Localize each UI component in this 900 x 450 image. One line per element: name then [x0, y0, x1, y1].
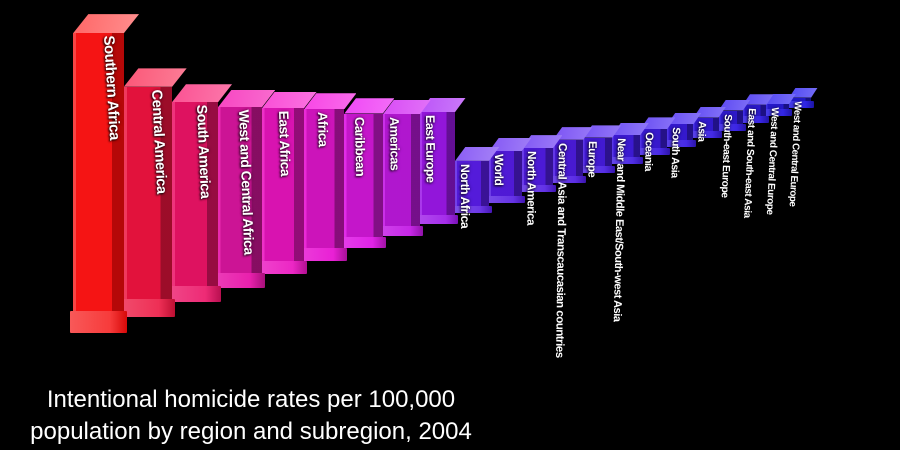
- bar-top-face: [262, 91, 317, 109]
- bar-base: [416, 214, 459, 225]
- bar-18-south-east-europe: South-east Europe: [715, 98, 756, 197]
- bar-1-central-america: Central America: [120, 66, 192, 326]
- bar-2-south-america: South America: [168, 82, 237, 311]
- bar-21-west-and-central-europe: West and Central Europe: [785, 86, 823, 206]
- bar-15-oceania: Oceania: [636, 115, 680, 171]
- bar-front-face: [455, 160, 490, 211]
- bar-13-europe: Europe: [579, 123, 626, 182]
- bar-top-face: [553, 127, 593, 140]
- bar-top-face: [640, 117, 676, 129]
- bar-11-north-america: North America: [518, 133, 568, 225]
- bar-base: [637, 148, 671, 156]
- chart-title: Intentional homicide rates per 100,000 p…: [6, 384, 496, 447]
- bar-top-face: [742, 94, 773, 105]
- bar-top-face: [218, 89, 276, 107]
- bar-base: [120, 299, 176, 318]
- bar-front-face: [521, 148, 554, 190]
- bar-base: [341, 236, 386, 249]
- bar-4-east-africa: East Africa: [258, 90, 322, 283]
- bar-base: [259, 260, 308, 274]
- bar-base: [169, 286, 222, 303]
- bar-5-africa: Africa: [300, 91, 361, 269]
- bar-front-face: [693, 117, 719, 136]
- bar-0-southern-africa: Southern Africa: [69, 12, 144, 342]
- bar-base: [486, 195, 525, 203]
- bar-top-face: [73, 14, 139, 34]
- bar-base: [379, 225, 423, 236]
- bar-front-face: [667, 124, 694, 144]
- bar-front-face: [718, 110, 743, 128]
- bar-8-east-europe: East Europe: [416, 96, 471, 234]
- bar-top-face: [455, 147, 500, 161]
- bar-top-face: [172, 84, 232, 102]
- bar-top-face: [667, 112, 702, 125]
- bar-base: [763, 108, 793, 116]
- bar-base: [580, 166, 616, 174]
- bar-top-face: [766, 93, 796, 105]
- bar-base: [715, 123, 746, 131]
- bar-12-central-asia-and-transcaucasian-countries: Central Asia and Transcaucasian countrie…: [549, 125, 597, 357]
- bar-19-east-and-south-east-asia: East and South-east Asia: [739, 92, 779, 218]
- bar-base: [452, 206, 493, 214]
- bar-top-face: [304, 93, 357, 109]
- bar-base: [609, 156, 644, 164]
- bar-3-west-and-central-africa: West and Central Africa: [214, 88, 280, 297]
- bar-front-face: [640, 128, 668, 153]
- bar-14-near-and-middle-east-south-west-asia: Near and Middle East/South-west Asia: [608, 121, 653, 322]
- bar-base: [786, 101, 815, 109]
- bar-17-asia: Asia: [689, 105, 731, 148]
- bar-front-face: [218, 106, 263, 285]
- bar-top-face: [612, 123, 649, 135]
- chart-title-line-1: Intentional homicide rates per 100,000: [46, 386, 456, 413]
- bar-front-face: [344, 113, 383, 246]
- bar-top-face: [123, 68, 187, 87]
- bar-top-face: [718, 99, 750, 111]
- bar-front-face: [262, 108, 305, 271]
- bar-front-face: [612, 134, 641, 161]
- bar-base: [550, 175, 587, 183]
- bar-6-caribbean: Caribbean: [340, 96, 399, 257]
- bar-20-west-and-central-europe: West and Central Europe: [762, 92, 801, 215]
- bar-base: [739, 115, 770, 123]
- bar-front-face: [73, 33, 124, 331]
- bar-base: [215, 273, 266, 288]
- bar-base: [664, 139, 697, 147]
- bar-top-face: [489, 137, 532, 152]
- bar-16-south-asia: South Asia: [663, 111, 706, 178]
- chart-title-line-2: population by region and subregion, 2004: [30, 417, 472, 445]
- bar-front-face: [123, 86, 173, 315]
- bar-front-face: [172, 102, 219, 300]
- bar-front-face: [304, 109, 345, 258]
- bar-9-north-africa: North Africa: [451, 145, 504, 228]
- bar-7-americas: Americas: [379, 98, 436, 245]
- bar-top-face: [583, 125, 621, 138]
- bar-top-face: [693, 106, 726, 118]
- bar-front-face: [489, 151, 522, 200]
- bar-10-world: World: [485, 136, 536, 212]
- bar-top-face: [521, 135, 563, 149]
- bar-base: [690, 131, 722, 139]
- bar-top-face: [789, 87, 818, 98]
- bar-top-face: [344, 98, 395, 114]
- bar-top-face: [382, 99, 431, 115]
- bar-base: [301, 248, 348, 261]
- bar-front-face: [553, 139, 584, 180]
- bar-base: [70, 310, 127, 334]
- bar-top-face: [419, 97, 466, 112]
- bar-front-face: [766, 104, 790, 113]
- bar-front-face: [419, 111, 456, 222]
- bar-front-face: [583, 137, 613, 171]
- bar-front-face: [382, 114, 420, 233]
- bar-base: [518, 185, 557, 193]
